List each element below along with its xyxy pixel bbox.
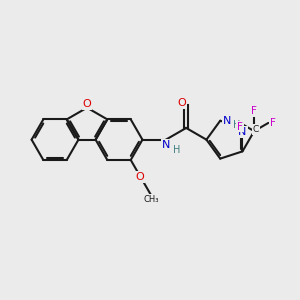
- Text: H: H: [173, 145, 180, 155]
- Text: F: F: [237, 122, 243, 131]
- Text: F: F: [270, 118, 276, 128]
- Text: F: F: [251, 106, 257, 116]
- Text: N: N: [223, 116, 231, 126]
- Text: N: N: [238, 127, 247, 137]
- Text: C: C: [253, 125, 259, 134]
- Text: O: O: [178, 98, 186, 108]
- Text: O: O: [135, 172, 144, 182]
- Text: N: N: [162, 140, 170, 150]
- Text: H: H: [233, 120, 240, 130]
- Text: O: O: [83, 99, 92, 109]
- Text: CH₃: CH₃: [143, 195, 159, 204]
